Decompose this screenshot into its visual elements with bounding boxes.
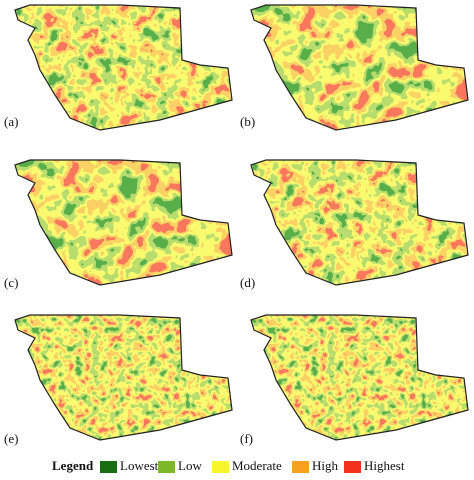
legend-swatch [344,461,361,473]
map-panel [250,4,469,131]
legend: Legend Lowest Low Moderate High Highest [52,458,405,473]
legend-label: Lowest [120,458,159,473]
panel-label: (f) [240,431,253,446]
panel-label: (a) [4,114,18,129]
legend-label: Moderate [232,458,282,473]
legend-swatch [158,461,175,473]
map-panel [250,314,469,441]
legend-swatch [292,461,309,473]
panel-label: (e) [4,431,18,446]
panel-label: (b) [240,114,255,129]
legend-label: Highest [364,458,405,473]
panel-label: (d) [240,275,255,290]
legend-swatch [100,461,117,473]
map-panel [14,159,233,286]
legend-label: Low [178,458,202,473]
map-panel [250,159,469,286]
legend-swatch [212,461,229,473]
legend-label: High [312,458,339,473]
panel-label: (c) [4,275,18,290]
legend-title: Legend [52,458,94,473]
map-panel [14,4,233,131]
map-panel [14,314,233,441]
